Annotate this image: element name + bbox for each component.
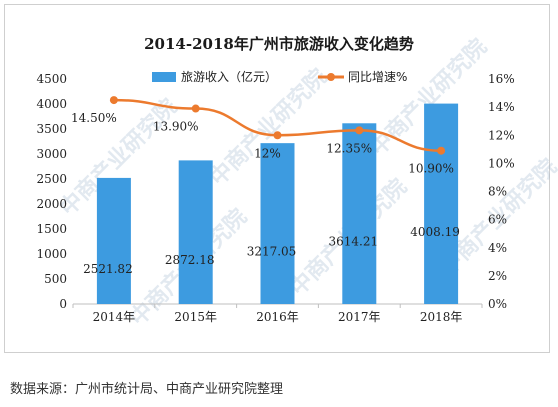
bar-series bbox=[96, 103, 459, 305]
y-right-tick-label: 16% bbox=[488, 72, 515, 86]
x-tick-label: 2018年 bbox=[420, 310, 463, 324]
legend-line-marker bbox=[327, 73, 335, 81]
bar-data-label: 3614.21 bbox=[328, 235, 378, 249]
legend: 旅游收入（亿元） 同比增速% bbox=[152, 69, 407, 84]
y-left-tick-label: 3000 bbox=[36, 147, 67, 161]
y-right-tick-label: 0% bbox=[488, 297, 507, 311]
line-point bbox=[273, 131, 282, 140]
bar bbox=[424, 103, 459, 304]
bar-data-label: 4008.19 bbox=[410, 225, 460, 239]
line-data-label: 10.90% bbox=[408, 162, 454, 176]
legend-bar-swatch bbox=[152, 72, 176, 82]
y-left-tick-label: 4500 bbox=[36, 72, 67, 86]
y-right-tick-label: 2% bbox=[488, 269, 507, 283]
legend-line-label: 同比增速% bbox=[348, 70, 407, 84]
y-right-tick-label: 4% bbox=[488, 241, 507, 255]
bar bbox=[96, 177, 131, 304]
x-tick-label: 2014年 bbox=[93, 310, 136, 324]
bar-data-label: 2872.18 bbox=[165, 253, 215, 267]
y-right-tick-label: 6% bbox=[488, 213, 507, 227]
bar bbox=[260, 143, 295, 304]
line-data-label: 13.90% bbox=[153, 120, 199, 134]
bar bbox=[342, 123, 377, 305]
bar bbox=[178, 160, 213, 304]
line-point bbox=[191, 104, 200, 113]
combo-chart: 2014-2018年广州市旅游收入变化趋势 旅游收入（亿元） 同比增速% 0 50… bbox=[36, 35, 514, 324]
y-left-tick-label: 2500 bbox=[36, 172, 67, 186]
line-data-label: 12.35% bbox=[326, 141, 372, 155]
y-left-tick-label: 4000 bbox=[36, 97, 67, 111]
y-left-tick-label: 1500 bbox=[36, 222, 67, 236]
line-series bbox=[109, 96, 446, 155]
y-right-tick-label: 12% bbox=[488, 128, 515, 142]
line-data-label: 12% bbox=[254, 146, 281, 160]
y-left-tick-label: 3500 bbox=[36, 122, 67, 136]
x-tick-label: 2015年 bbox=[174, 310, 217, 324]
y-left-tick-label: 1000 bbox=[36, 247, 67, 261]
line-point bbox=[355, 126, 364, 135]
line-point bbox=[437, 146, 446, 155]
x-tick-label: 2017年 bbox=[338, 310, 381, 324]
chart-title: 2014-2018年广州市旅游收入变化趋势 bbox=[144, 35, 414, 53]
bar-data-label: 3217.05 bbox=[247, 245, 297, 259]
y-right-tick-label: 10% bbox=[488, 156, 515, 170]
line-point bbox=[109, 96, 118, 105]
y-left-tick-label: 2000 bbox=[36, 197, 67, 211]
x-tick-label: 2016年 bbox=[256, 310, 299, 324]
legend-bar-label: 旅游收入（亿元） bbox=[181, 69, 277, 84]
data-labels: 14.50% 13.90% 12% 12.35% 10.90% 2521.82 2872.1… bbox=[71, 111, 460, 276]
y-right-tick-label: 14% bbox=[488, 100, 515, 114]
line-data-label: 14.50% bbox=[71, 111, 117, 125]
y-left-tick-label: 0 bbox=[59, 297, 67, 311]
data-source-note: 数据来源：广州市统计局、中商产业研究院整理 bbox=[10, 382, 284, 397]
y-right-tick-label: 8% bbox=[488, 185, 507, 199]
bar-data-label: 2521.82 bbox=[83, 262, 133, 276]
y-left-tick-label: 500 bbox=[44, 272, 67, 286]
axes: 0 500 1000 1500 2000 2500 3000 3500 4000 4500 0% 2%… bbox=[36, 72, 514, 324]
